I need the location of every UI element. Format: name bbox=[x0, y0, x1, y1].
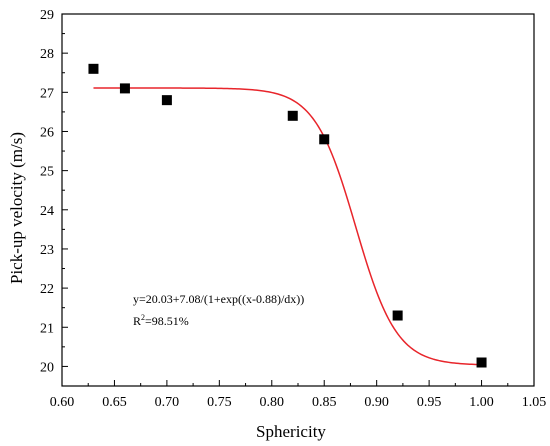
y-tick-label: 29 bbox=[40, 8, 54, 23]
plot-frame bbox=[61, 13, 535, 387]
y-tick-label: 27 bbox=[40, 86, 54, 101]
data-points bbox=[88, 63, 487, 368]
data-point bbox=[319, 134, 330, 145]
x-axis-ticks: 0.60 0.65 0.70 0.75 0.80 0.85 0.90 0.95 1.00 1.05 bbox=[50, 380, 547, 410]
y-axis-label: Pick-up velocity (m/s) bbox=[7, 132, 26, 284]
x-tick-label: 0.70 bbox=[155, 395, 180, 410]
y-tick-label: 28 bbox=[40, 47, 54, 62]
x-tick-label: 0.85 bbox=[312, 395, 337, 410]
y-tick-label: 24 bbox=[40, 204, 54, 219]
data-point bbox=[161, 95, 172, 106]
fit-curve bbox=[93, 87, 482, 366]
data-point bbox=[476, 357, 487, 368]
plot-border bbox=[61, 13, 535, 387]
y-tick-label: 22 bbox=[40, 282, 54, 297]
r-squared: R2=98.51% bbox=[133, 313, 189, 328]
y-tick-label: 23 bbox=[40, 243, 54, 258]
fit-equation: y=20.03+7.08/(1+exp((x-0.88)/dx)) bbox=[133, 292, 304, 306]
x-tick-label: 0.65 bbox=[102, 395, 127, 410]
x-tick-label: 0.95 bbox=[417, 395, 442, 410]
y-tick-label: 26 bbox=[40, 125, 54, 140]
data-point bbox=[119, 83, 130, 94]
x-tick-label: 0.90 bbox=[364, 395, 389, 410]
y-tick-label: 20 bbox=[40, 360, 54, 375]
y-tick-label: 25 bbox=[40, 165, 54, 180]
data-point bbox=[392, 310, 403, 321]
x-tick-label: 0.80 bbox=[260, 395, 285, 410]
y-axis-ticks: 20 21 22 23 24 25 26 27 28 29 bbox=[40, 8, 68, 375]
data-point bbox=[88, 63, 99, 74]
x-tick-label: 1.05 bbox=[522, 395, 547, 410]
x-axis-label: Sphericity bbox=[256, 422, 326, 441]
x-tick-label: 1.00 bbox=[469, 395, 494, 410]
x-tick-label: 0.60 bbox=[50, 395, 75, 410]
data-point bbox=[287, 110, 298, 121]
x-tick-label: 0.75 bbox=[207, 395, 232, 410]
y-tick-label: 21 bbox=[40, 321, 54, 336]
